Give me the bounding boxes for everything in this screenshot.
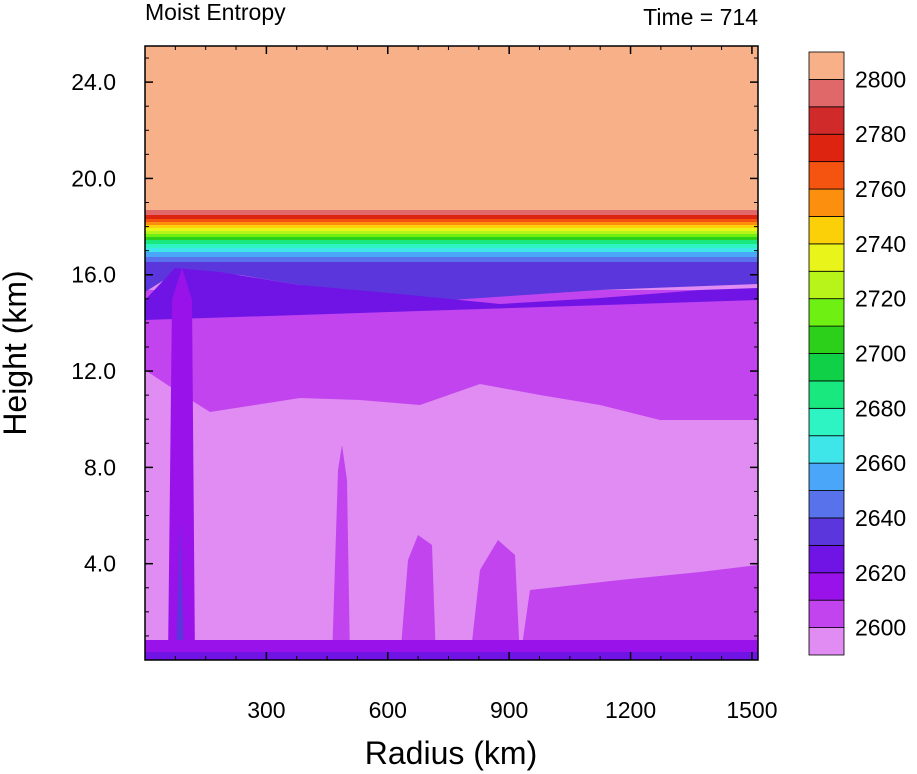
- colorbar-swatch: [808, 270, 845, 300]
- field-lower-pink-top: [145, 370, 758, 440]
- band-2770: [145, 219, 758, 223]
- colorbar-label: 2700: [855, 341, 906, 367]
- colorbar-swatch: [808, 243, 845, 272]
- colorbar-swatch: [808, 544, 845, 574]
- field-stratosphere: [145, 46, 758, 212]
- convective-plume-1: [332, 445, 350, 660]
- colorbar-swatch: [808, 380, 845, 409]
- colorbar-swatch: [808, 161, 845, 190]
- colorbar-swatch: [808, 216, 845, 245]
- colorbar-swatch: [808, 435, 845, 464]
- colorbar: [808, 51, 845, 656]
- band-2750: [145, 225, 758, 229]
- band-2710: [145, 237, 758, 241]
- colorbar-label: 2640: [855, 505, 906, 531]
- colorbar-swatch: [808, 325, 845, 354]
- colorbar-swatch: [808, 627, 845, 656]
- y-tick-label: 16.0: [71, 262, 116, 288]
- band-2690: [145, 244, 758, 249]
- x-tick-label: 1200: [605, 697, 656, 723]
- y-tick-label: 4.0: [84, 551, 116, 577]
- band-2640: [145, 268, 758, 320]
- x-tick-label: 1500: [726, 697, 777, 723]
- colorbar-swatch: [808, 490, 845, 519]
- colorbar-label: 2660: [855, 450, 906, 476]
- colorbar-swatch: [808, 298, 845, 327]
- x-axis-label: Radius (km): [365, 735, 537, 771]
- x-axis-ticks: 300 600 900 1200 1500: [174, 46, 778, 723]
- y-axis-ticks: 4.0 8.0 12.0 16.0 20.0 24.0: [71, 57, 758, 637]
- colorbar-swatch: [808, 133, 845, 163]
- eyewall-core: [176, 520, 184, 660]
- plot-frame: [144, 45, 759, 661]
- band-2730: [145, 231, 758, 235]
- colorbar-swatch: [808, 79, 845, 108]
- colorbar-swatch: [808, 353, 845, 382]
- colorbar-label: 2800: [855, 66, 906, 92]
- y-tick-label: 8.0: [84, 454, 116, 480]
- x-tick-label: 900: [490, 697, 528, 723]
- eyewall-column: [168, 268, 195, 660]
- colorbar-label: 2760: [855, 176, 906, 202]
- low-level-shelf: [520, 565, 758, 660]
- x-tick-label: 300: [247, 697, 285, 723]
- plot-area: [145, 46, 758, 660]
- y-tick-label: 24.0: [71, 69, 116, 95]
- colorbar-label: 2680: [855, 395, 906, 421]
- colorbar-label: 2720: [855, 286, 906, 312]
- band-2780: [145, 215, 758, 220]
- band-2790: [145, 210, 758, 216]
- y-tick-label: 12.0: [71, 358, 116, 384]
- band-2720: [145, 234, 758, 238]
- colorbar-label: 2620: [855, 560, 906, 586]
- band-2760: [145, 222, 758, 226]
- colorbar-swatch: [808, 517, 845, 546]
- colorbar-swatch: [808, 572, 845, 601]
- band-2700: [145, 240, 758, 245]
- convective-plume-2: [400, 535, 436, 660]
- colorbar-label: 2600: [855, 615, 906, 641]
- convective-plume-3: [470, 540, 520, 660]
- colorbar-swatch: [808, 106, 845, 135]
- surface-layer: [145, 652, 758, 660]
- colorbar-label: 2780: [855, 121, 906, 147]
- colorbar-swatch: [808, 51, 845, 80]
- colorbar-swatch: [808, 599, 845, 628]
- colorbar-label: 2740: [855, 231, 906, 257]
- band-2670: [145, 252, 758, 258]
- chart-title: Moist Entropy: [145, 0, 286, 25]
- y-axis-label: Height (km): [0, 270, 33, 435]
- x-tick-label: 600: [369, 697, 407, 723]
- band-2680: [145, 248, 758, 253]
- time-label: Time = 714: [643, 4, 758, 30]
- colorbar-swatch: [808, 462, 845, 491]
- y-tick-label: 20.0: [71, 165, 116, 191]
- colorbar-labels: 2600 2620 2640 2660 2680 2700 2720 2740 2760 2780…: [855, 66, 906, 640]
- band-2660: [145, 257, 758, 263]
- band-2650: [145, 262, 758, 300]
- band-2740: [145, 228, 758, 232]
- colorbar-swatch: [808, 188, 845, 217]
- colorbar-swatch: [808, 407, 845, 437]
